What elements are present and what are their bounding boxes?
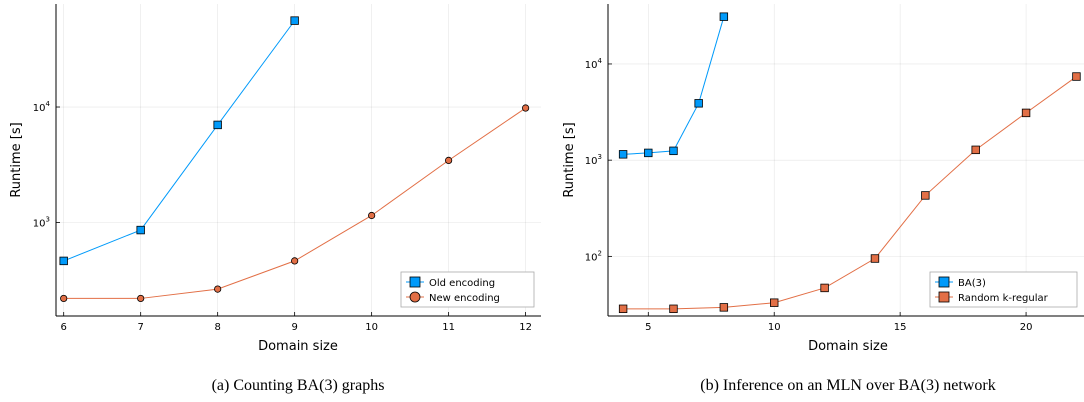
- y-tick-label: 103: [585, 153, 602, 167]
- x-tick-label: 7: [137, 322, 143, 333]
- series-line: [623, 16, 725, 155]
- x-tick-label: 10: [365, 322, 378, 333]
- data-point: [618, 304, 628, 314]
- chart-b-legend: BA(3) Random k-regular: [929, 271, 1078, 308]
- legend-marker-new: [409, 291, 421, 303]
- legend-marker-kregular: [938, 291, 950, 303]
- data-point: [60, 294, 68, 303]
- y-tick-label: 104: [33, 100, 51, 114]
- y-tick-label: 104: [585, 57, 603, 71]
- data-point: [213, 120, 222, 130]
- chart-b-ticks: 5 10 15 20 102 103 104: [585, 57, 1033, 333]
- x-tick-label: 8: [214, 322, 220, 333]
- data-point: [971, 145, 980, 155]
- chart-a: 6 7 8 9 10 11 12 103 104 Domain size Runtime [s]…: [9, 4, 541, 354]
- series-line: [623, 76, 1077, 310]
- chart-a-legend-box: [400, 271, 535, 308]
- data-point: [618, 150, 628, 159]
- data-point: [59, 256, 68, 266]
- x-tick-label: 20: [1020, 322, 1033, 333]
- y-tick-label: 102: [585, 249, 602, 263]
- series-line: [63, 20, 296, 262]
- data-point: [820, 283, 829, 293]
- chart-b: 5 10 15 20 102 103 104 Domain size Runtime [s]…: [562, 4, 1084, 354]
- chart-b-ylabel: Runtime [s]: [562, 122, 577, 197]
- caption-b: (b) Inference on an MLN over BA(3) netwo…: [700, 377, 995, 394]
- data-point: [921, 191, 930, 200]
- chart-a-ticks: 6 7 8 9 10 11 12 103 104: [33, 100, 532, 333]
- legend-label-old: Old encoding: [429, 278, 495, 289]
- data-point: [291, 257, 299, 265]
- chart-b-series: [618, 12, 1081, 314]
- chart-a-series: [59, 16, 530, 303]
- data-point: [870, 254, 880, 263]
- data-point: [1072, 72, 1081, 81]
- x-tick-label: 5: [645, 322, 651, 333]
- x-tick-label: 9: [291, 322, 297, 333]
- data-point: [719, 303, 729, 312]
- x-tick-label: 12: [519, 322, 532, 333]
- x-tick-label: 6: [61, 322, 67, 333]
- data-point: [669, 146, 678, 156]
- data-point: [669, 304, 678, 314]
- legend-label-new: New encoding: [429, 293, 500, 304]
- legend-label-ba3: BA(3): [958, 278, 986, 289]
- y-tick-label: 103: [33, 215, 50, 229]
- chart-b-xlabel: Domain size: [808, 339, 888, 354]
- data-point: [770, 298, 779, 307]
- data-point: [1021, 108, 1031, 118]
- data-point: [644, 148, 653, 158]
- data-point: [290, 16, 299, 25]
- x-tick-label: 15: [894, 322, 907, 333]
- data-point: [136, 225, 145, 235]
- x-tick-label: 11: [442, 322, 455, 333]
- chart-a-legend: Old encoding New encoding: [400, 271, 535, 308]
- legend-label-kregular: Random k-regular: [958, 293, 1049, 304]
- data-point: [214, 285, 222, 293]
- data-point: [719, 12, 729, 21]
- legend-marker-old: [409, 276, 421, 288]
- chart-a-xlabel: Domain size: [258, 339, 338, 354]
- data-point: [445, 156, 453, 164]
- data-point: [522, 104, 530, 112]
- chart-a-ylabel: Runtime [s]: [9, 122, 24, 197]
- data-point: [137, 294, 145, 303]
- chart-b-grid: [608, 4, 1084, 316]
- caption-a: (a) Counting BA(3) graphs: [212, 377, 385, 394]
- chart-a-grid: [56, 4, 541, 316]
- data-point: [368, 211, 376, 220]
- chart-b-legend-box: [929, 271, 1078, 308]
- legend-marker-ba3: [938, 276, 950, 288]
- data-point: [694, 99, 703, 108]
- x-tick-label: 10: [768, 322, 781, 333]
